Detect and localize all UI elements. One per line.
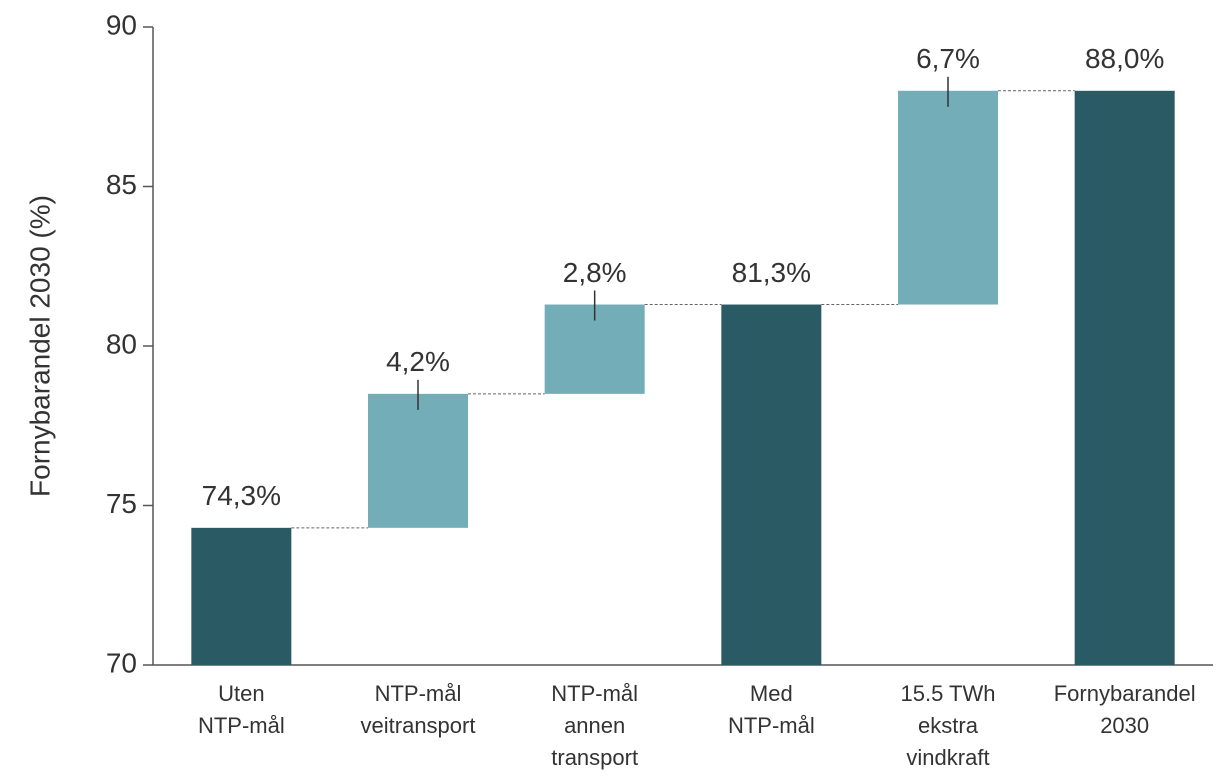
x-tick-label: NTP-mål: [551, 681, 638, 706]
x-tick-label: Fornybarandel: [1054, 681, 1196, 706]
bar: [898, 90, 998, 305]
y-tick-label: 90: [106, 9, 137, 40]
x-tick-label: 2030: [1100, 713, 1149, 738]
y-tick-label: 75: [106, 488, 137, 519]
bar: [191, 527, 292, 665]
value-label: 6,7%: [916, 43, 980, 74]
x-tick-label: NTP-mål: [375, 681, 462, 706]
x-tick-label: transport: [551, 745, 638, 770]
value-label: 2,8%: [563, 257, 627, 288]
x-tick-label: NTP-mål: [198, 713, 285, 738]
x-tick-label: ekstra: [918, 713, 979, 738]
x-tick-label: 15.5 TWh: [901, 681, 996, 706]
x-tick-label: veitransport: [361, 713, 476, 738]
value-label: 74,3%: [202, 480, 281, 511]
y-tick-label: 70: [106, 647, 137, 678]
bar: [721, 304, 822, 665]
x-tick-label: annen: [564, 713, 625, 738]
y-axis-label: Fornybarandel 2030 (%): [24, 195, 55, 497]
value-label: 88,0%: [1085, 43, 1164, 74]
x-tick-label: NTP-mål: [728, 713, 815, 738]
bar: [1074, 90, 1175, 666]
x-tick-label: Med: [750, 681, 793, 706]
value-label: 4,2%: [386, 346, 450, 377]
value-label: 81,3%: [732, 257, 811, 288]
y-tick-label: 80: [106, 328, 137, 359]
x-tick-label: Uten: [218, 681, 264, 706]
x-tick-label: vindkraft: [906, 745, 989, 770]
y-tick-label: 85: [106, 169, 137, 200]
bar: [368, 393, 468, 528]
